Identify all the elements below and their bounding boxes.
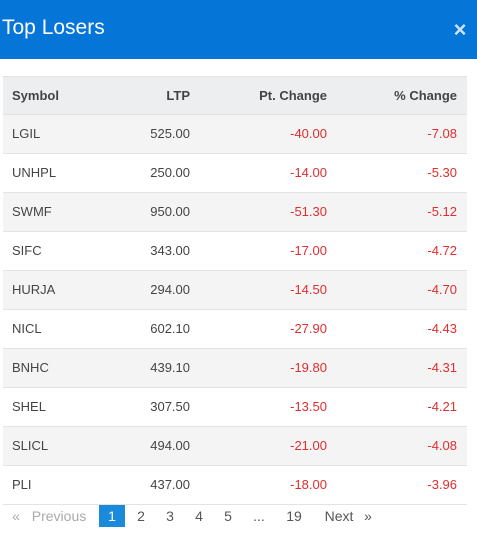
modal-title: Top Losers <box>2 16 105 39</box>
cell-pt-change: -19.80 <box>290 360 327 375</box>
table-row[interactable]: UNHPL 250.00 -14.00 -5.30 <box>3 154 467 193</box>
table-row[interactable]: PLI 437.00 -18.00 -3.96 <box>3 466 467 505</box>
cell-symbol[interactable]: SWMF <box>12 204 52 219</box>
cell-ltp: 250.00 <box>150 165 190 180</box>
cell-ltp: 525.00 <box>150 126 190 141</box>
table-body: LGIL 525.00 -40.00 -7.08 UNHPL 250.00 -14.00 -5… <box>3 115 467 505</box>
pagination: « Previous 1 2 3 4 5 ... 19 Next » <box>0 505 477 529</box>
cell-symbol[interactable]: UNHPL <box>12 165 57 180</box>
cell-pt-change: -14.50 <box>290 282 327 297</box>
cell-pct-change: -7.08 <box>427 126 457 141</box>
cell-pt-change: -40.00 <box>290 126 327 141</box>
table-row[interactable]: SLICL 494.00 -21.00 -4.08 <box>3 427 467 466</box>
cell-ltp: 602.10 <box>150 321 190 336</box>
previous-button[interactable]: Previous <box>31 508 87 524</box>
table-header-row: Symbol LTP Pt. Change % Change <box>3 77 467 115</box>
table-row[interactable]: SIFC 343.00 -17.00 -4.72 <box>3 232 467 271</box>
next-arrow-icon[interactable]: » <box>364 508 372 524</box>
column-header-ltp[interactable]: LTP <box>166 88 190 103</box>
cell-ltp: 307.50 <box>150 399 190 414</box>
table-row[interactable]: BNHC 439.10 -19.80 -4.31 <box>3 349 467 388</box>
page-3-button[interactable]: 3 <box>166 508 174 524</box>
cell-pct-change: -4.31 <box>427 360 457 375</box>
table-row[interactable]: HURJA 294.00 -14.50 -4.70 <box>3 271 467 310</box>
cell-pt-change: -17.00 <box>290 243 327 258</box>
table-row[interactable]: SWMF 950.00 -51.30 -5.12 <box>3 193 467 232</box>
modal-header: Top Losers × <box>0 0 477 59</box>
page-19-button[interactable]: 19 <box>286 508 302 524</box>
cell-pt-change: -27.90 <box>290 321 327 336</box>
column-header-symbol[interactable]: Symbol <box>12 88 59 103</box>
cell-symbol[interactable]: SIFC <box>12 243 42 258</box>
close-icon[interactable]: × <box>453 17 467 42</box>
cell-pct-change: -3.96 <box>427 477 457 492</box>
cell-pct-change: -4.08 <box>427 438 457 453</box>
table-row[interactable]: LGIL 525.00 -40.00 -7.08 <box>3 115 467 154</box>
cell-ltp: 439.10 <box>150 360 190 375</box>
cell-pt-change: -18.00 <box>290 477 327 492</box>
table-row[interactable]: NICL 602.10 -27.90 -4.43 <box>3 310 467 349</box>
page-1-button[interactable]: 1 <box>99 505 125 527</box>
cell-ltp: 343.00 <box>150 243 190 258</box>
cell-symbol[interactable]: SHEL <box>12 399 46 414</box>
cell-ltp: 437.00 <box>150 477 190 492</box>
cell-pct-change: -4.72 <box>427 243 457 258</box>
losers-table: Symbol LTP Pt. Change % Change LGIL 525.0… <box>3 76 467 505</box>
cell-pct-change: -4.70 <box>427 282 457 297</box>
cell-pct-change: -4.21 <box>427 399 457 414</box>
cell-ltp: 294.00 <box>150 282 190 297</box>
cell-symbol[interactable]: SLICL <box>12 438 49 453</box>
column-header-pct-change[interactable]: % Change <box>394 88 457 103</box>
cell-symbol[interactable]: BNHC <box>12 360 49 375</box>
next-button[interactable]: Next <box>324 508 354 524</box>
cell-ltp: 950.00 <box>150 204 190 219</box>
cell-pct-change: -5.12 <box>427 204 457 219</box>
cell-pt-change: -14.00 <box>290 165 327 180</box>
cell-pt-change: -51.30 <box>290 204 327 219</box>
page-2-button[interactable]: 2 <box>137 508 145 524</box>
page-4-button[interactable]: 4 <box>195 508 203 524</box>
column-header-pt-change[interactable]: Pt. Change <box>259 88 327 103</box>
table-row[interactable]: SHEL 307.50 -13.50 -4.21 <box>3 388 467 427</box>
cell-pt-change: -21.00 <box>290 438 327 453</box>
cell-pct-change: -4.43 <box>427 321 457 336</box>
cell-symbol[interactable]: HURJA <box>12 282 56 297</box>
cell-symbol[interactable]: NICL <box>12 321 42 336</box>
page-5-button[interactable]: 5 <box>224 508 232 524</box>
cell-symbol[interactable]: PLI <box>12 477 32 492</box>
previous-arrow-icon: « <box>12 508 20 524</box>
cell-ltp: 494.00 <box>150 438 190 453</box>
cell-pt-change: -13.50 <box>290 399 327 414</box>
cell-pct-change: -5.30 <box>427 165 457 180</box>
cell-symbol[interactable]: LGIL <box>12 126 41 141</box>
pagination-ellipsis: ... <box>253 508 265 524</box>
